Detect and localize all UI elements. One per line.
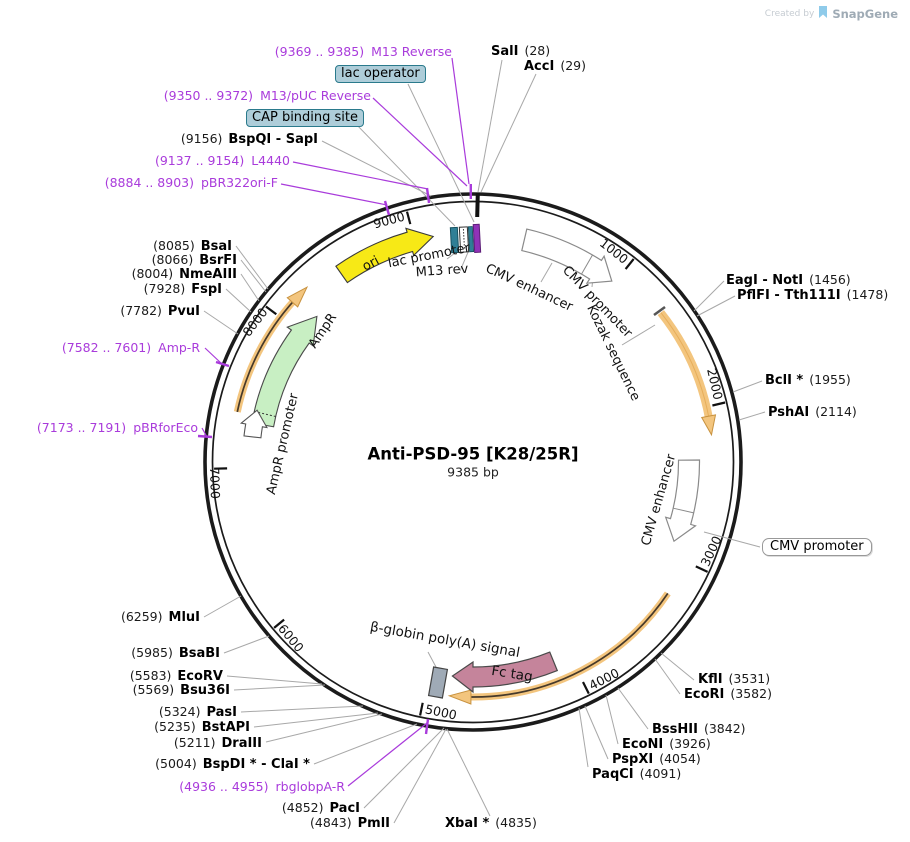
site-label-bstapi[interactable]: (5235) BstAPI <box>154 719 250 735</box>
site-label-bspdi-clai[interactable]: (5004) BspDI * - ClaI * <box>155 756 310 772</box>
site-label-pshai[interactable]: PshAI (2114) <box>768 404 857 420</box>
site-label-ecorv[interactable]: (5583) EcoRV <box>129 668 223 684</box>
site-label-ecori[interactable]: EcoRI (3582) <box>684 686 772 702</box>
site-label-acci[interactable]: AccI (29) <box>524 58 586 74</box>
primer-label-amp-r[interactable]: (7582 .. 7601) Amp-R <box>61 340 200 355</box>
lac-operator-box[interactable]: lac operator <box>335 65 426 83</box>
primer-label-pbrforeco[interactable]: (7173 .. 7191) pBRforEco <box>36 420 198 435</box>
site-label-bsshii[interactable]: BssHII (3842) <box>652 721 746 737</box>
ori-arrow[interactable] <box>335 227 435 284</box>
primer-label-m13-puc-reverse[interactable]: (9350 .. 9372) M13/pUC Reverse <box>163 88 371 103</box>
scale-ticks <box>214 211 726 716</box>
watermark-brand: SnapGene <box>832 6 898 21</box>
coding-arc-right[interactable] <box>657 310 717 437</box>
primer-lines <box>201 57 470 787</box>
site-label-fspi[interactable]: (7928) FspI <box>143 281 222 297</box>
tick-7000: 7000 <box>206 466 224 500</box>
site-label-pasi[interactable]: (5324) PasI <box>158 704 237 720</box>
site-label-pvui[interactable]: (7782) PvuI <box>120 303 200 319</box>
site-label-bcli[interactable]: BclI * (1955) <box>765 372 851 388</box>
cap-binding-site-box[interactable]: CAP binding site <box>246 109 365 127</box>
insert-start-tick <box>653 305 666 317</box>
plasmid-title: Anti-PSD-95 [K28/25R] <box>367 444 579 464</box>
site-label-pspxi[interactable]: PspXI (4054) <box>612 751 701 767</box>
plasmid-size: 9385 bp <box>447 464 499 480</box>
ampr-arrow[interactable] <box>251 315 318 428</box>
site-label-eagi-noti[interactable]: EagI - NotI (1456) <box>726 272 851 288</box>
primer-label-l4440[interactable]: (9137 .. 9154) L4440 <box>154 153 290 168</box>
watermark-created-by: Created by <box>764 8 815 19</box>
cmv-enhancer-right-arrow[interactable] <box>664 459 701 543</box>
site-label-bspqi-sapi[interactable]: (9156) BspQI - SapI <box>180 131 318 147</box>
site-label-draiii[interactable]: (5211) DraIII <box>173 735 262 751</box>
site-label-nmeaiii[interactable]: (8004) NmeAIII <box>131 266 237 282</box>
primer-label-m13-reverse[interactable]: (9369 .. 9385) M13 Reverse <box>274 44 452 59</box>
coding-arc-bottom[interactable] <box>447 591 671 705</box>
cmv-enhancer-promoter-arrow[interactable] <box>521 228 613 284</box>
site-label-paqci[interactable]: PaqCI (4091) <box>592 766 682 782</box>
snapgene-watermark: Created by SnapGene <box>765 4 898 23</box>
primer-label-pbr322ori-f[interactable]: (8884 .. 8903) pBR322ori-F <box>104 175 278 190</box>
restriction-site-tick <box>475 192 480 218</box>
site-label-sali[interactable]: SalI (28) <box>491 43 551 59</box>
coding-arc-left[interactable] <box>233 286 309 413</box>
site-label-bsai[interactable]: (8085) BsaI <box>153 238 232 254</box>
cmv-promoter-box[interactable]: CMV promoter <box>762 538 872 556</box>
polya-signal-box[interactable] <box>427 666 449 699</box>
site-label-pflfi-tth111i[interactable]: PflFI - Tth111I (1478) <box>737 287 889 303</box>
leader-lines <box>203 59 766 824</box>
primer-label-rbglobpa-r[interactable]: (4936 .. 4955) rbglobpA-R <box>179 779 345 794</box>
misc-feature-bars[interactable] <box>449 223 482 254</box>
site-label-kfli[interactable]: KflI (3531) <box>698 671 771 687</box>
site-label-mlui[interactable]: (6259) MluI <box>120 609 200 625</box>
site-label-bsabi[interactable]: (5985) BsaBI <box>131 645 220 661</box>
snapgene-logo-icon <box>818 4 828 23</box>
site-label-xbai[interactable]: XbaI * (4835) <box>445 815 537 831</box>
site-label-paci[interactable]: (4852) PacI <box>281 800 360 816</box>
site-label-bsrfi[interactable]: (8066) BsrFI <box>151 252 237 268</box>
site-label-bsu36i[interactable]: (5569) Bsu36I <box>132 682 230 698</box>
site-label-econi[interactable]: EcoNI (3926) <box>622 736 711 752</box>
fc-tag-arrow[interactable] <box>451 651 559 694</box>
plasmid-backbone <box>203 192 743 732</box>
ampr-promoter-arrow[interactable] <box>239 409 268 439</box>
primer-ticks <box>197 184 472 735</box>
site-label-pmli[interactable]: (4843) PmlI <box>310 815 390 831</box>
